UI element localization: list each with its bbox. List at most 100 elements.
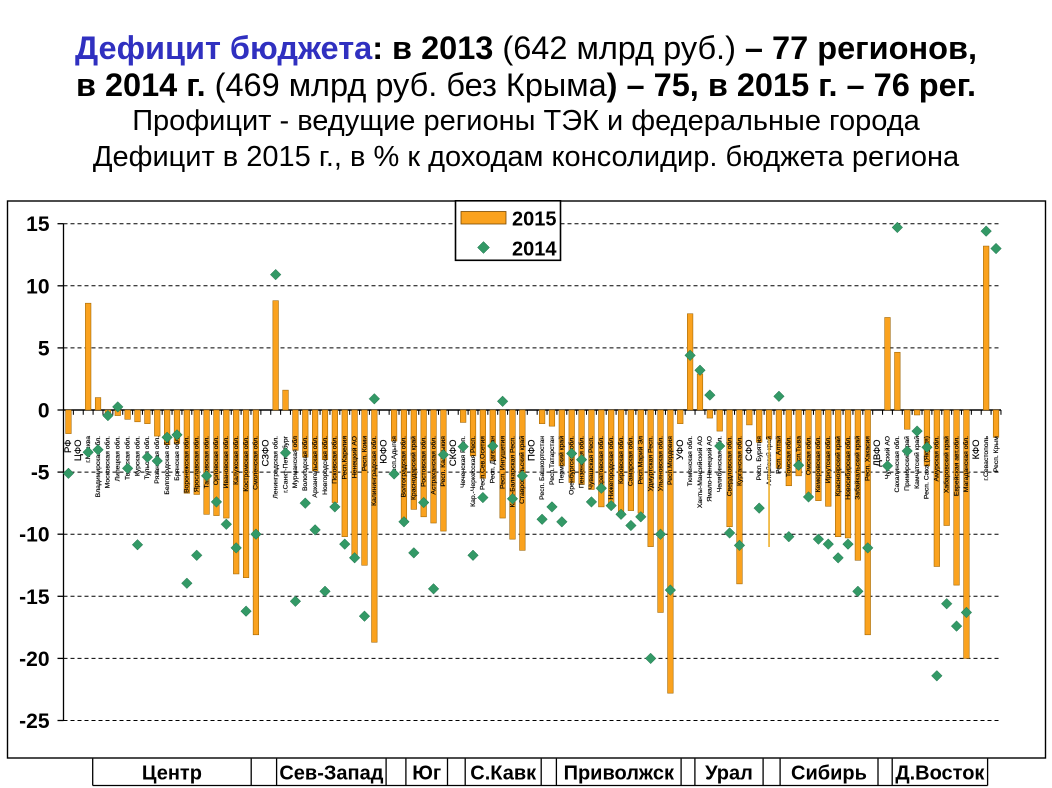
svg-text:Новгородская обл.: Новгородская обл. (321, 436, 329, 495)
svg-text:5: 5 (38, 337, 50, 360)
svg-text:Приморский край: Приморский край (903, 436, 911, 491)
svg-text:Белгородская обл.: Белгородская обл. (163, 436, 171, 495)
svg-text:Приволжск: Приволжск (564, 763, 675, 785)
svg-text:Владимирская обл.: Владимирская обл. (94, 436, 102, 497)
svg-text:Ульяновская обл.: Ульяновская обл. (656, 436, 664, 491)
svg-text:ПФО: ПФО (527, 440, 538, 461)
svg-text:СКФО: СКФО (448, 440, 459, 467)
svg-text:Респ. Дагестан: Респ. Дагестан (490, 436, 497, 484)
svg-text:Ненецкий АО: Ненецкий АО (350, 436, 358, 478)
svg-text:Ярославская обл.: Ярославская обл. (193, 436, 201, 492)
svg-text:Московская обл.: Московская обл. (104, 436, 112, 488)
svg-text:Юг: Юг (412, 763, 441, 785)
svg-text:Свердловская обл.: Свердловская обл. (725, 436, 733, 496)
svg-text:ЦФО: ЦФО (73, 440, 84, 462)
svg-text:Респ.Адыгея: Респ.Адыгея (391, 436, 398, 476)
svg-text:15: 15 (26, 213, 50, 236)
svg-text:Воронежская обл.: Воронежская обл. (183, 436, 191, 493)
svg-text:Респ. Хакасия: Респ. Хакасия (865, 436, 872, 481)
svg-text:Респ. Бурятия: Респ. Бурятия (756, 436, 763, 481)
svg-text:Сибирь: Сибирь (791, 763, 867, 785)
svg-text:Респ.Марий Эл: Респ.Марий Эл (637, 436, 645, 484)
svg-text:СФО: СФО (744, 440, 755, 461)
svg-text:СЗФО: СЗФО (260, 440, 271, 467)
svg-text:Удмуртская Респ.: Удмуртская Респ. (647, 436, 654, 491)
svg-text:С.Кавк: С.Кавк (470, 763, 537, 785)
svg-text:Калужская обл.: Калужская обл. (232, 436, 240, 485)
svg-text:2014: 2014 (512, 239, 557, 261)
svg-text:-10: -10 (19, 524, 49, 547)
svg-text:Ханты-Мансийский АО: Ханты-Мансийский АО (696, 436, 704, 508)
svg-text:Камчатский край: Камчатский край (913, 436, 921, 489)
svg-text:Магаданская обл.: Магаданская обл. (962, 436, 970, 492)
svg-text:Брянская обл.: Брянская обл. (173, 436, 181, 481)
svg-text:Респ. Башкортостан: Респ. Башкортостан (539, 436, 546, 500)
svg-text:2015: 2015 (512, 209, 557, 231)
svg-text:Вологодская обл.: Вологодская обл. (301, 436, 309, 491)
svg-text:Мурманская обл: Мурманская обл (291, 436, 299, 488)
svg-text:Астраханская обл.: Астраханская обл. (429, 436, 437, 495)
svg-text:Липецкая обл.: Липецкая обл. (114, 436, 122, 481)
svg-text:Иркутская обл.: Иркутская обл. (824, 436, 832, 483)
svg-text:Омская обл.: Омская обл. (804, 436, 812, 475)
svg-text:ДВФО: ДВФО (872, 440, 883, 467)
svg-text:Забайкальский край: Забайкальский край (854, 436, 862, 500)
svg-text:Самарская обл.: Самарская обл. (627, 436, 635, 486)
svg-text:Респ.Тыва: Респ.Тыва (795, 436, 802, 469)
svg-text:-20: -20 (19, 648, 49, 671)
svg-text:Амурская обл.: Амурская обл. (933, 436, 941, 482)
svg-text:Респ. Ингушетия: Респ. Ингушетия (499, 436, 506, 489)
svg-text:-15: -15 (19, 586, 50, 609)
svg-text:-5: -5 (31, 462, 50, 485)
svg-text:г.Севастополь: г.Севастополь (983, 436, 990, 481)
svg-text:Тверская обл.: Тверская обл. (123, 436, 131, 480)
svg-text:Смоленская обл.: Смоленская обл. (252, 436, 260, 490)
svg-text:Томская обл.: Томская обл. (785, 436, 793, 477)
svg-text:Красноярский край: Красноярский край (834, 436, 842, 496)
svg-text:Пермский край: Пермский край (558, 436, 566, 484)
svg-text:КФО: КФО (971, 440, 982, 460)
svg-text:-25: -25 (19, 710, 50, 733)
svg-text:Д.Восток: Д.Восток (895, 763, 985, 785)
svg-text:Респ. Крым: Респ. Крым (993, 436, 1000, 472)
svg-text:Саратовская обл.: Саратовская обл. (597, 436, 605, 492)
svg-text:Респ. Саха (Якутия): Респ. Саха (Якутия) (924, 436, 931, 499)
svg-text:г.Санкт-Петербург: г.Санкт-Петербург (281, 435, 289, 492)
svg-text:Челябинская обл.: Челябинская обл. (716, 436, 724, 492)
svg-text:Оренбургская обл.: Оренбургская обл. (567, 436, 575, 495)
svg-text:Кировская обл.: Кировская обл. (617, 436, 625, 484)
svg-text:Ямало-Ненецкий АО: Ямало-Ненецкий АО (706, 436, 714, 502)
svg-text:Респ. Калмыкия: Респ. Калмыкия (440, 436, 447, 487)
svg-text:Центр: Центр (142, 763, 202, 785)
svg-text:Псковская обл.: Псковская обл. (331, 436, 339, 484)
svg-text:Костромская обл.: Костромская обл. (242, 436, 250, 492)
svg-text:Респ. Коми: Респ. Коми (361, 436, 368, 471)
svg-text:Ставропольский край: Ставропольский край (518, 436, 526, 504)
svg-text:РФ: РФ (63, 440, 74, 453)
svg-text:Ивановская обл.: Ивановская обл. (222, 436, 230, 488)
svg-text:Респ.Сев.Осетия: Респ.Сев.Осетия (480, 436, 487, 490)
svg-text:Еврейская авт.обл.: Еврейская авт.обл. (952, 436, 960, 496)
svg-text:Волгоградская обл.: Волгоградская обл. (400, 436, 408, 497)
svg-text:Хабаровский край: Хабаровский край (942, 436, 950, 493)
svg-text:Орловская обл.: Орловская обл. (212, 436, 220, 485)
svg-text:Урал: Урал (705, 763, 753, 785)
svg-text:Кемеровская обл.: Кемеровская обл. (814, 436, 822, 492)
svg-text:ЮФО: ЮФО (379, 440, 390, 464)
svg-text:Тюменская обл.: Тюменская обл. (686, 436, 694, 486)
svg-text:Сев-Запад: Сев-Запад (279, 763, 383, 785)
svg-text:Кар.-Черкесская Респ.: Кар.-Черкесская Респ. (470, 436, 477, 507)
svg-text:Респ.Карелия: Респ.Карелия (342, 436, 349, 480)
svg-text:Чеченская Респ.: Чеченская Респ. (460, 436, 467, 488)
svg-text:Архангельская обл.: Архангельская обл. (311, 436, 319, 498)
svg-text:0: 0 (38, 400, 50, 423)
svg-text:Сахалинская обл.: Сахалинская обл. (893, 436, 901, 493)
svg-text:Тамбовская обл.: Тамбовская обл. (202, 436, 210, 489)
svg-text:Калининградская обл.: Калининградская обл. (370, 436, 378, 506)
svg-text:Чувашская Респ.: Чувашская Респ. (588, 436, 595, 490)
svg-text:10: 10 (26, 275, 49, 298)
svg-text:Краснодарский край: Краснодарский край (410, 436, 418, 500)
svg-text:Ростовская обл.: Ростовская обл. (419, 436, 427, 487)
svg-text:УФО: УФО (675, 440, 686, 460)
svg-text:Каб.-Балкарская Респ.: Каб.-Балкарская Респ. (508, 436, 516, 508)
